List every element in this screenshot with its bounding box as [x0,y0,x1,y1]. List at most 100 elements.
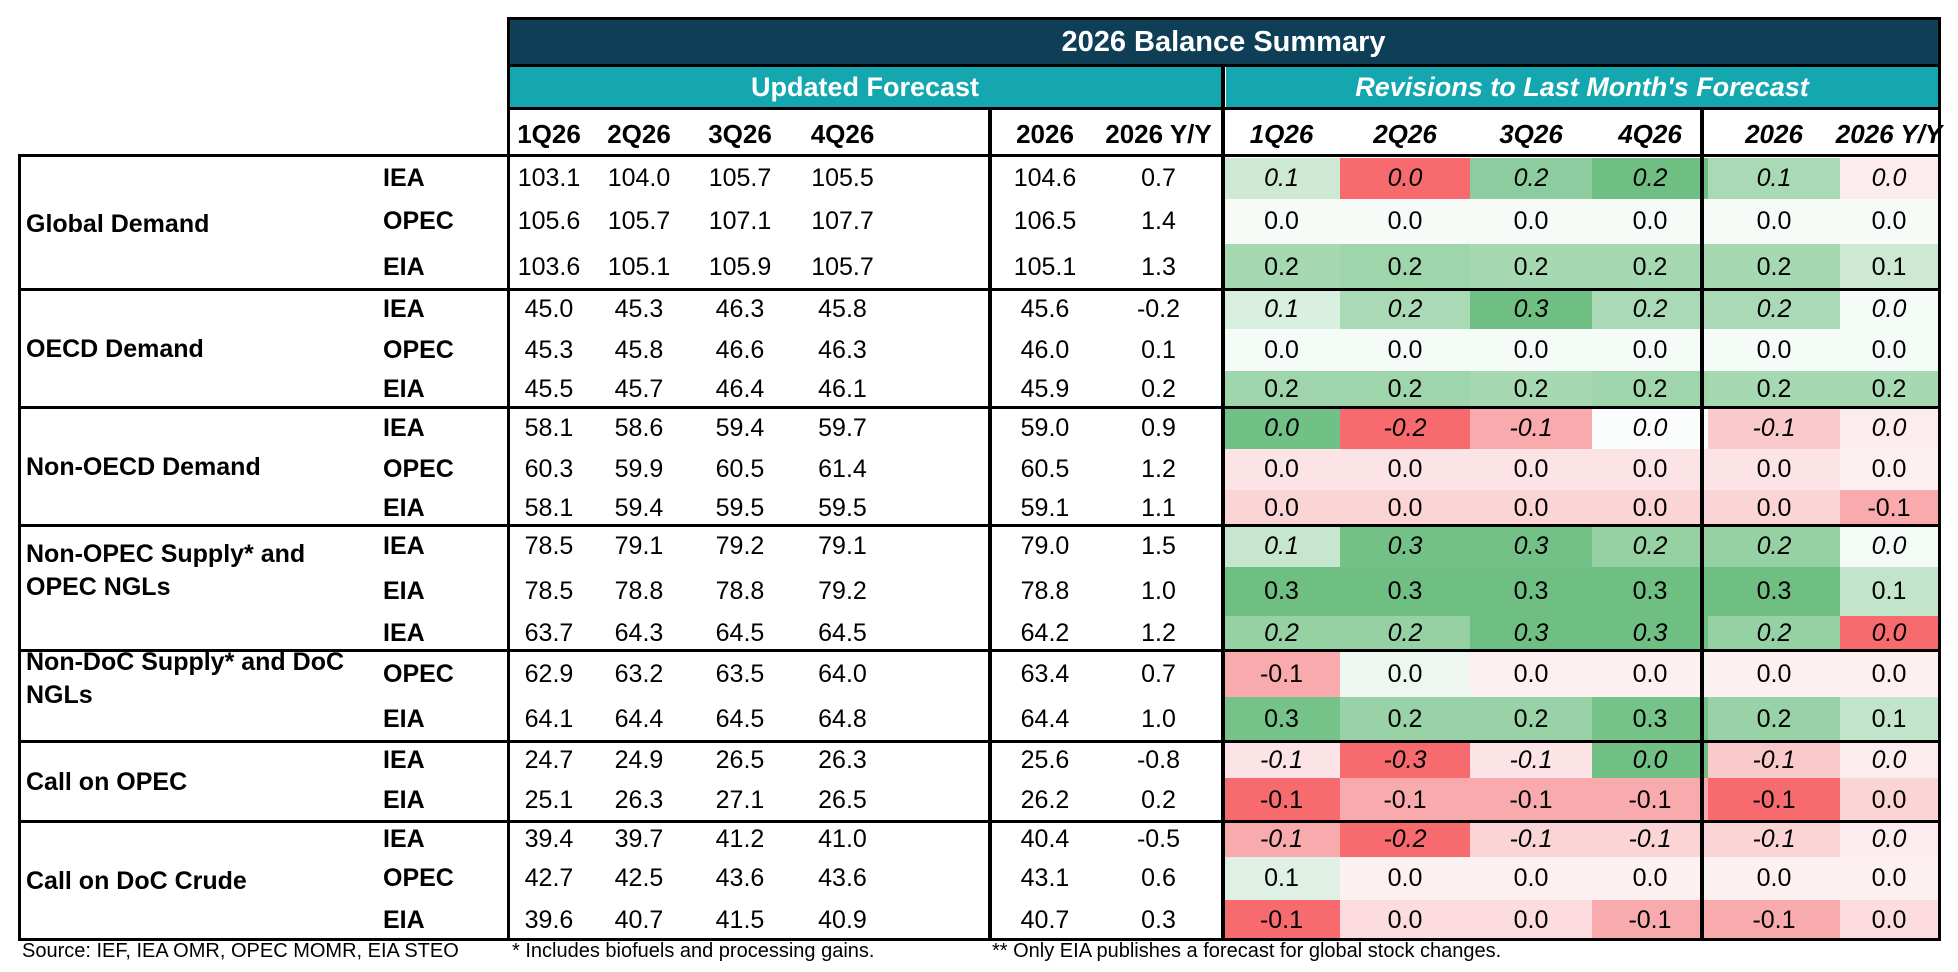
forecast-value: 46.3 [818,335,867,364]
forecast-value: 46.4 [715,375,765,403]
revision-value: 0.0 [1840,778,1938,822]
source-note: Source: IEF, IEA OMR, OPEC MOMR, EIA STE… [22,940,459,962]
header-bottom-border [18,154,1941,157]
forecast-value: 0.1 [1141,335,1176,364]
forecast-value: 59.9 [614,455,664,483]
revision-value: 0.0 [1340,651,1470,697]
forecast-value: 43.1 [1020,864,1070,892]
forecast-value: 40.7 [614,905,664,934]
forecast-value: 39.6 [524,905,574,934]
revision-value: 0.0 [1340,900,1470,940]
revision-value: 0.3 [1470,616,1592,651]
revision-value: -0.1 [1592,778,1708,822]
category-label: Call on OPEC [26,767,188,796]
forecast-value: 58.6 [614,414,664,442]
forecast-value: 41.5 [715,905,765,934]
forecast-value: 64.4 [1020,705,1070,733]
revision-value: 0.0 [1470,329,1592,371]
revision-value: 0.2 [1708,697,1840,742]
revision-value: 0.3 [1223,567,1340,616]
revision-value: -0.1 [1223,651,1340,697]
revision-value: 0.0 [1840,290,1938,329]
source-label: EIA [383,375,425,403]
forecast-value: 64.2 [1020,619,1070,647]
table-left-border [507,17,510,940]
forecast-value: 59.4 [614,493,664,522]
body-left-border [18,154,21,940]
revision-value: 0.0 [1708,329,1840,371]
forecast-value: 63.7 [524,619,574,647]
revision-value: 0.2 [1708,616,1840,651]
forecast-value: 105.6 [517,207,581,235]
forecast-col-header: 1Q26 [517,119,581,149]
revision-col-header: 3Q26 [1499,119,1563,149]
forecast-value: 24.7 [524,745,574,774]
revision-value: 0.2 [1340,616,1470,651]
revision-value: 0.0 [1840,329,1938,371]
revision-value: 0.0 [1708,490,1840,526]
revision-value: 0.0 [1592,408,1708,449]
forecast-col-header: 2Q26 [607,119,671,149]
forecast-value: 43.6 [818,864,867,892]
revision-col-header: 2026 Y/Y [1835,119,1943,149]
forecast-value: 27.1 [715,785,765,814]
revision-value: 0.2 [1223,244,1340,290]
forecast-value: 59.7 [818,414,867,442]
source-label: EIA [383,252,425,281]
category-label: Non-OECD Demand [26,452,261,481]
revision-value: -0.1 [1223,778,1340,822]
revision-value: 0.2 [1340,244,1470,290]
forecast-value: 1.0 [1141,577,1176,605]
revision-value: 0.0 [1708,449,1840,490]
revision-value: -0.1 [1708,408,1840,449]
revision-value: 0.2 [1840,371,1938,408]
revision-value: 0.0 [1840,449,1938,490]
forecast-value: 104.6 [1013,164,1077,192]
forecast-value: 64.5 [715,619,765,647]
forecast-value: 105.7 [811,252,874,281]
forecast-value: 40.4 [1020,825,1070,853]
forecast-value: 46.3 [715,295,765,323]
forecast-value: 1.3 [1141,252,1176,281]
revision-value: 0.2 [1223,616,1340,651]
forecast-value: 104.0 [607,164,671,192]
table-title: 2026 Balance Summary [509,20,1938,64]
forecast-value: 24.9 [614,745,664,774]
revision-value: 0.2 [1592,290,1708,329]
forecast-col-header: 2026 [1016,119,1074,149]
revision-value: 0.0 [1340,199,1470,244]
revision-value: 0.0 [1340,329,1470,371]
forecast-value: 1.2 [1141,619,1176,647]
revision-value: 0.0 [1470,857,1592,900]
forecast-value: 45.8 [818,295,867,323]
forecast-value: 64.3 [614,619,664,647]
forecast-value: 105.7 [708,164,772,192]
forecast-value: 78.5 [524,577,574,605]
revision-value: -0.1 [1708,742,1840,778]
category-label: Call on DoC Crude [26,866,247,895]
forecast-value: 62.9 [524,659,574,688]
revision-value: -0.1 [1708,778,1840,822]
forecast-value: 58.1 [524,493,574,522]
revision-col-header: 1Q26 [1249,119,1314,149]
revision-value: 0.1 [1223,158,1340,199]
revision-value: 0.1 [1223,290,1340,329]
source-label: EIA [383,705,425,733]
forecast-value: 0.3 [1141,905,1176,934]
forecast-value: 26.3 [818,745,867,774]
revision-value: 0.2 [1470,371,1592,408]
forecast-value: 103.1 [517,164,581,192]
source-label: EIA [383,905,425,934]
revision-col-header: 2026 [1745,119,1803,149]
forecast-value: 26.3 [614,785,664,814]
revisions-header: Revisions to Last Month's Forecast [1226,67,1938,107]
revision-value: 0.0 [1840,742,1938,778]
forecast-value: 40.9 [818,905,867,934]
biofuels-note: * Includes biofuels and processing gains… [512,940,875,962]
revision-col-header: 4Q26 [1618,119,1682,149]
revision-value: 0.3 [1470,290,1592,329]
forecast-value: 42.5 [614,864,664,892]
forecast-value: 45.3 [614,295,664,323]
revision-value: 0.0 [1470,449,1592,490]
revision-value: -0.1 [1223,822,1340,857]
